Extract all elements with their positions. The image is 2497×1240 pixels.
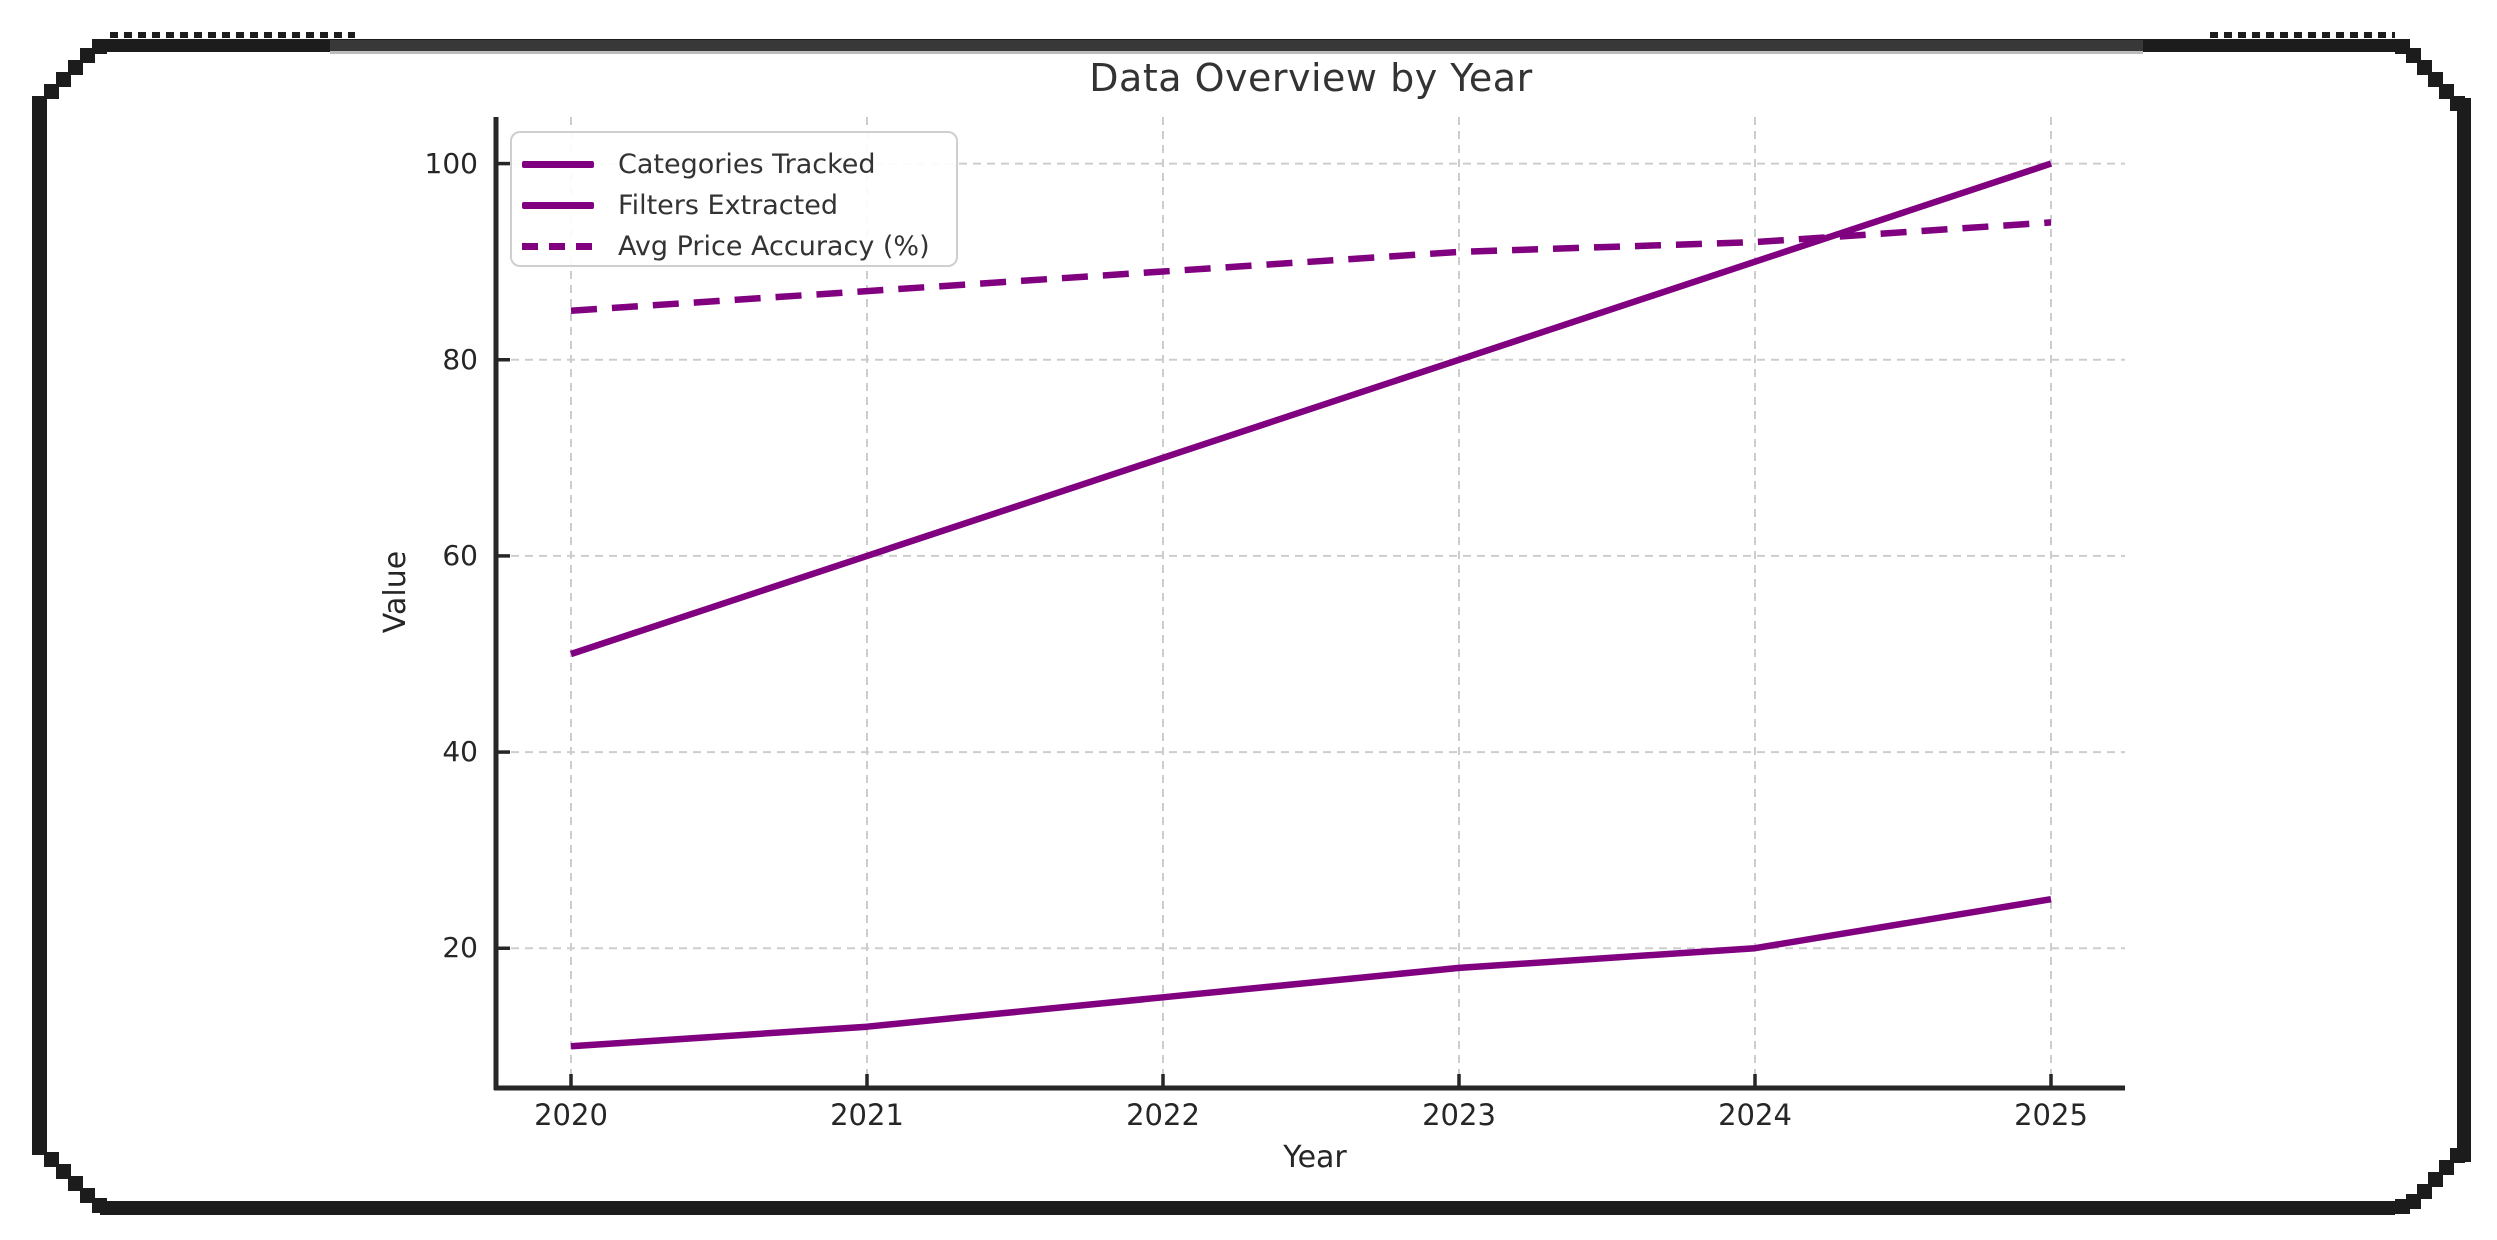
legend-line-sample-dashed <box>522 243 594 250</box>
legend-item-label: Filters Extracted <box>618 190 838 221</box>
x-tick-label: 2021 <box>830 1098 904 1132</box>
legend-item: Filters Extracted <box>522 185 956 226</box>
legend-line-sample-solid <box>522 202 594 209</box>
y-axis-label: Value <box>378 550 413 634</box>
window-top-bar <box>330 40 2143 51</box>
frame-bottom-border <box>100 1201 2395 1215</box>
y-tick-label: 100 <box>424 146 478 180</box>
x-axis-label: Year <box>1283 1140 1347 1175</box>
x-tick-label: 2024 <box>1718 1098 1792 1132</box>
frame-left-border <box>32 105 47 1145</box>
legend: Categories Tracked Filters Extracted Avg… <box>510 131 958 267</box>
legend-item: Avg Price Accuracy (%) <box>522 226 956 267</box>
legend-line-sample-solid <box>522 161 594 168</box>
window-top-bar-underline <box>330 51 2143 54</box>
legend-item: Categories Tracked <box>522 144 956 185</box>
y-tick-label: 60 <box>442 538 478 572</box>
legend-item-label: Categories Tracked <box>618 149 876 180</box>
x-tick-label: 2022 <box>1126 1098 1200 1132</box>
y-tick-label: 40 <box>442 735 478 769</box>
x-tick-label: 2025 <box>2014 1098 2088 1132</box>
x-tick-label: 2023 <box>1422 1098 1496 1132</box>
frame-top-edge-dashes-right <box>2210 32 2395 38</box>
frame-right-border <box>2457 98 2471 1162</box>
y-tick-label: 80 <box>442 342 478 376</box>
x-tick-label: 2020 <box>534 1098 608 1132</box>
legend-item-label: Avg Price Accuracy (%) <box>618 231 930 262</box>
y-tick-label: 20 <box>442 931 478 965</box>
frame-top-edge-dashes-left <box>110 32 355 38</box>
chart-title: Data Overview by Year <box>1089 56 1533 100</box>
